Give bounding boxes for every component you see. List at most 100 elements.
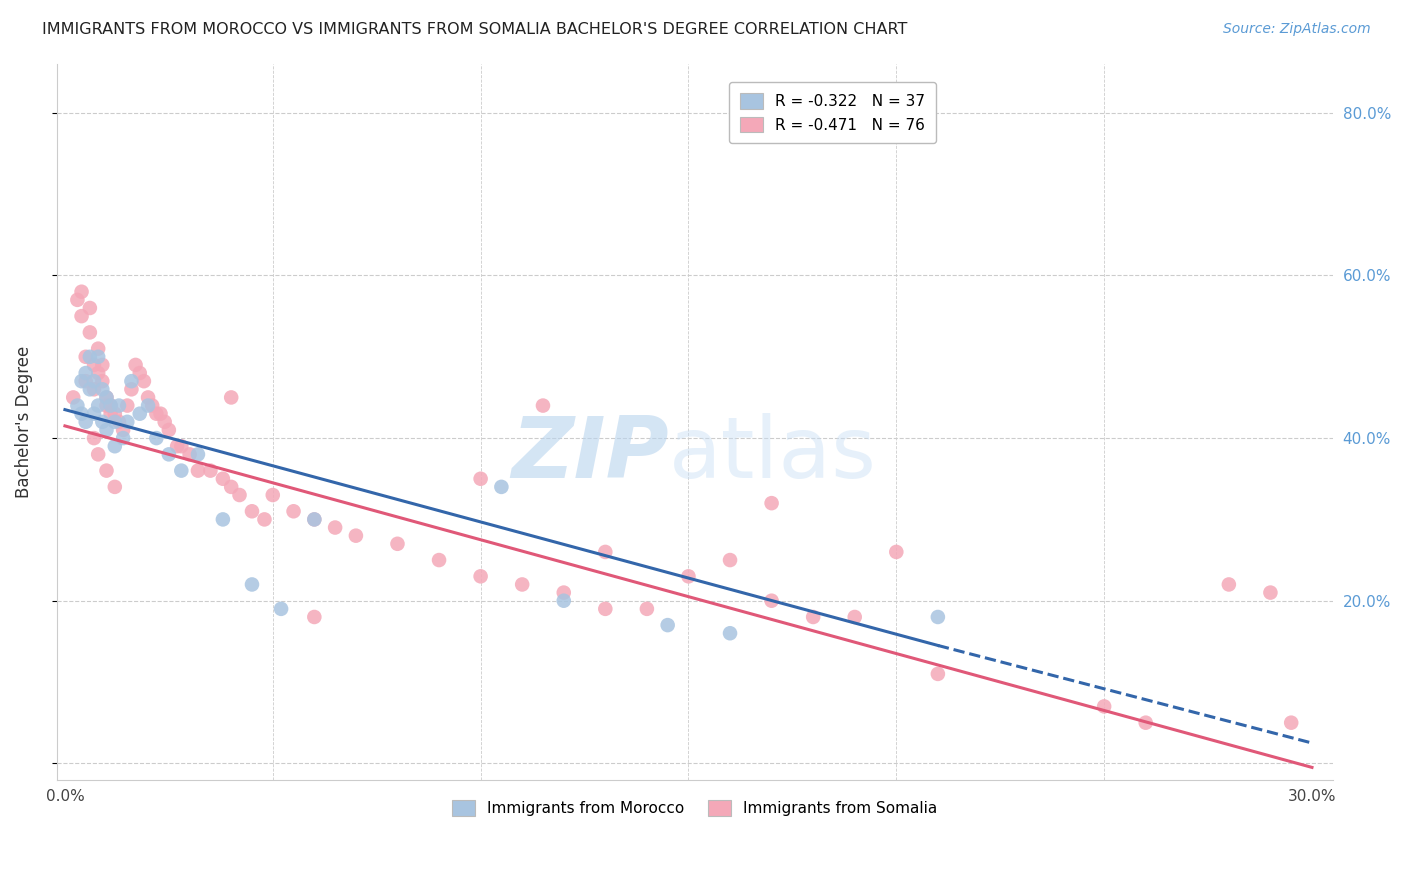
Point [124, 358, 146, 372]
Point [678, 569, 700, 583]
Point [470, 472, 492, 486]
Text: Source: ZipAtlas.com: Source: ZipAtlas.com [1223, 22, 1371, 37]
Point [96, 464, 118, 478]
Point [83, 407, 105, 421]
Point [304, 512, 326, 526]
Point [157, 447, 180, 461]
Point [718, 553, 741, 567]
Point [91, 382, 114, 396]
Point [304, 610, 326, 624]
Point [91, 358, 114, 372]
Point [75, 415, 97, 429]
Point [87, 350, 110, 364]
Point [344, 529, 367, 543]
Point [112, 423, 135, 437]
Point [844, 610, 866, 624]
Point [79, 350, 101, 364]
Text: IMMIGRANTS FROM MOROCCO VS IMMIGRANTS FROM SOMALIA BACHELOR'S DEGREE CORRELATION: IMMIGRANTS FROM MOROCCO VS IMMIGRANTS FR… [42, 22, 907, 37]
Point [240, 504, 263, 518]
Point [1092, 699, 1115, 714]
Point [104, 407, 127, 421]
Point [120, 382, 142, 396]
Point [79, 301, 101, 315]
Text: ZIP: ZIP [512, 412, 669, 496]
Point [117, 399, 139, 413]
Point [387, 537, 409, 551]
Point [510, 577, 533, 591]
Point [718, 626, 741, 640]
Point [79, 326, 101, 340]
Point [1218, 577, 1240, 591]
Point [553, 593, 575, 607]
Point [120, 374, 142, 388]
Point [531, 399, 554, 413]
Text: atlas: atlas [669, 412, 877, 496]
Point [83, 431, 105, 445]
Point [1260, 585, 1282, 599]
Point [595, 545, 617, 559]
Point [262, 488, 284, 502]
Point [96, 391, 118, 405]
Point [91, 374, 114, 388]
Point [75, 366, 97, 380]
Point [100, 399, 122, 413]
Point [145, 431, 167, 445]
Point [170, 439, 193, 453]
Point [100, 407, 122, 421]
Point [427, 553, 450, 567]
Point [87, 399, 110, 413]
Point [96, 391, 118, 405]
Point [149, 407, 172, 421]
Point [636, 602, 658, 616]
Point [145, 407, 167, 421]
Point [470, 569, 492, 583]
Point [91, 415, 114, 429]
Point [112, 431, 135, 445]
Point [62, 391, 84, 405]
Point [491, 480, 513, 494]
Point [70, 374, 93, 388]
Point [83, 358, 105, 372]
Point [927, 666, 949, 681]
Point [187, 464, 209, 478]
Point [187, 447, 209, 461]
Point [283, 504, 305, 518]
Point [136, 391, 159, 405]
Point [323, 520, 346, 534]
Point [595, 602, 617, 616]
Point [70, 407, 93, 421]
Point [240, 577, 263, 591]
Point [1135, 715, 1157, 730]
Point [141, 399, 163, 413]
Point [657, 618, 679, 632]
Point [136, 399, 159, 413]
Point [761, 496, 783, 510]
Point [304, 512, 326, 526]
Point [1279, 715, 1302, 730]
Point [200, 464, 222, 478]
Point [66, 293, 89, 307]
Point [179, 447, 201, 461]
Point [79, 382, 101, 396]
Point [128, 366, 150, 380]
Point [75, 374, 97, 388]
Point [75, 350, 97, 364]
Point [87, 342, 110, 356]
Point [96, 399, 118, 413]
Point [153, 415, 176, 429]
Point [104, 480, 127, 494]
Point [253, 512, 276, 526]
Point [212, 472, 235, 486]
Point [219, 480, 242, 494]
Point [132, 374, 155, 388]
Point [96, 423, 118, 437]
Point [108, 415, 131, 429]
Point [553, 585, 575, 599]
Y-axis label: Bachelor's Degree: Bachelor's Degree [15, 346, 32, 498]
Point [66, 399, 89, 413]
Point [801, 610, 824, 624]
Point [270, 602, 292, 616]
Point [117, 415, 139, 429]
Point [70, 285, 93, 299]
Point [104, 439, 127, 453]
